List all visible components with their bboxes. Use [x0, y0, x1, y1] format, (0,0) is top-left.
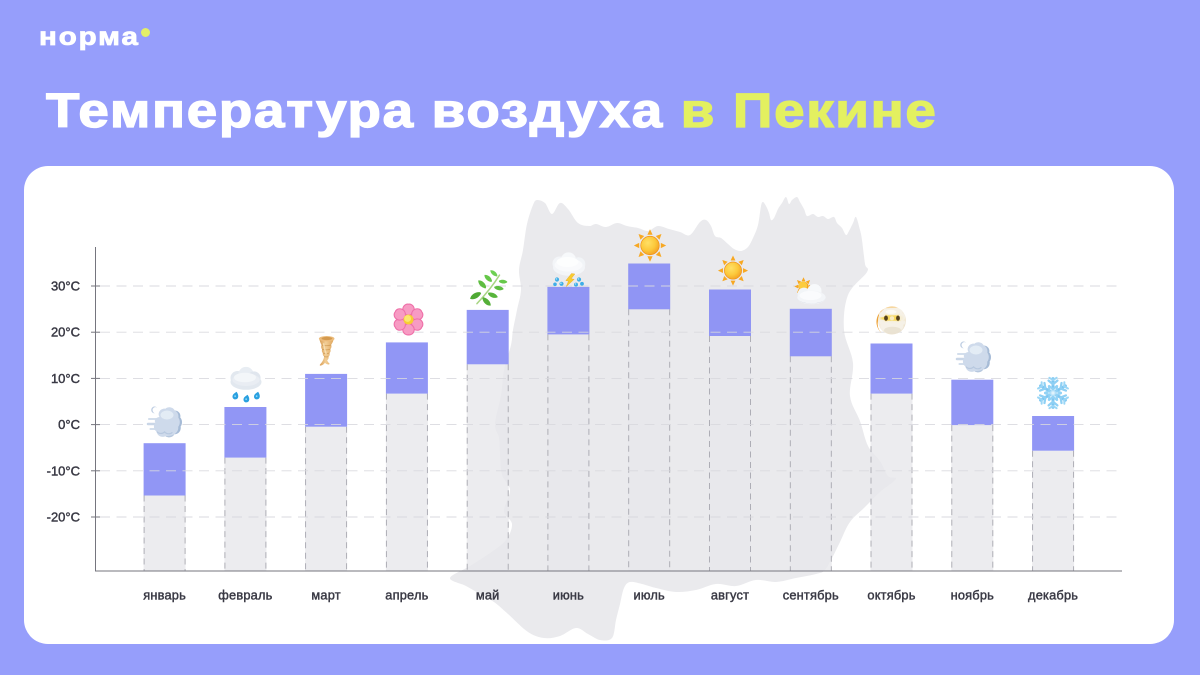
svg-text:май: май	[476, 588, 500, 603]
svg-text:март: март	[311, 588, 340, 603]
svg-text:апрель: апрель	[385, 588, 428, 603]
svg-text:сентябрь: сентябрь	[783, 588, 839, 603]
svg-text:август: август	[711, 588, 749, 603]
svg-text:-10°C: -10°C	[47, 463, 80, 478]
svg-text:июнь: июнь	[553, 588, 584, 603]
svg-text:-20°C: -20°C	[47, 510, 80, 525]
svg-text:ноябрь: ноябрь	[951, 588, 995, 603]
svg-text:10°C: 10°C	[51, 371, 80, 386]
svg-text:январь: январь	[143, 588, 186, 603]
svg-text:30°C: 30°C	[51, 279, 80, 294]
svg-text:декабрь: декабрь	[1028, 588, 1078, 603]
svg-text:февраль: февраль	[218, 588, 272, 603]
svg-text:октябрь: октябрь	[867, 588, 915, 603]
svg-text:0°C: 0°C	[58, 417, 80, 432]
svg-text:20°C: 20°C	[51, 325, 80, 340]
svg-text:июль: июль	[633, 588, 665, 603]
